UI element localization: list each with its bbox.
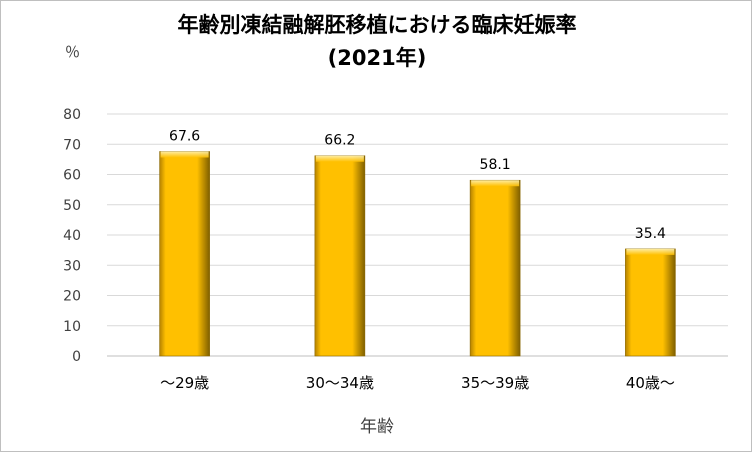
bar-highlight <box>160 151 209 158</box>
data-label: 66.2 <box>324 133 355 149</box>
bar-highlight <box>471 180 520 187</box>
y-tick-label: 60 <box>63 168 81 184</box>
y-tick-label: 20 <box>63 289 81 305</box>
bar <box>469 179 521 357</box>
bar-highlight <box>626 248 675 255</box>
bar <box>314 155 366 357</box>
y-tick-label: 40 <box>63 228 81 244</box>
data-label: 58.1 <box>480 157 511 173</box>
x-tick-label: 35～39歳 <box>461 374 529 392</box>
x-axis-label: 年齢 <box>360 417 394 437</box>
bar <box>159 151 210 357</box>
chart-title-main: 年齢別凍結融解胚移植における臨床妊娠率 <box>177 13 577 37</box>
y-tick-label: 70 <box>63 137 81 153</box>
bar <box>625 248 676 357</box>
y-tick-label: 50 <box>63 198 81 214</box>
chart-title: 年齢別凍結融解胚移植における臨床妊娠率 (2021年) <box>1 9 752 75</box>
x-tick-label: ～29歳 <box>160 374 209 392</box>
y-tick-label: 0 <box>72 349 81 365</box>
data-label: 35.4 <box>635 226 666 242</box>
x-tick-label: 30～34歳 <box>306 374 374 392</box>
y-tick-label: 30 <box>63 258 81 274</box>
bar-highlight <box>315 155 364 162</box>
y-tick-label: 80 <box>63 107 81 123</box>
x-tick-label: 40歳～ <box>626 374 675 392</box>
data-label: 67.6 <box>169 129 200 145</box>
y-tick-label: 10 <box>63 319 81 335</box>
y-axis-unit: ％ <box>65 43 81 61</box>
chart-subtitle: (2021年) <box>327 46 427 70</box>
